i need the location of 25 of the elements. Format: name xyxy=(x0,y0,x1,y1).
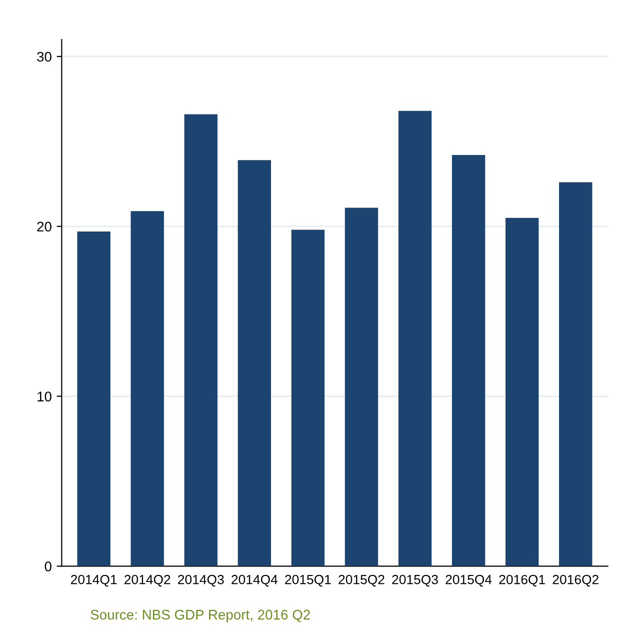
x-tick-label: 2015Q2 xyxy=(338,574,384,587)
x-tick-label: 2015Q1 xyxy=(285,574,331,587)
x-tick-label: 2014Q2 xyxy=(124,574,170,587)
y-tick-label: 30 xyxy=(37,52,52,62)
bar xyxy=(130,211,164,566)
source-note: Source: NBS GDP Report, 2016 Q2 xyxy=(90,610,310,622)
x-tick-label: 2015Q3 xyxy=(392,574,438,587)
bar xyxy=(559,182,592,566)
x-tick-label: 2014Q3 xyxy=(178,574,224,587)
x-tick-label: 2014Q1 xyxy=(71,574,117,587)
bar xyxy=(505,218,539,566)
bar xyxy=(344,208,378,566)
bar xyxy=(452,155,486,566)
bar xyxy=(398,110,432,566)
bar xyxy=(291,230,325,566)
x-tick-label: 2016Q1 xyxy=(499,574,545,587)
x-tick-label: 2015Q4 xyxy=(446,574,492,587)
y-tick-label: 20 xyxy=(37,222,52,232)
bar xyxy=(238,160,272,566)
x-tick-label: 2014Q4 xyxy=(232,574,278,587)
x-tick-label: 2016Q2 xyxy=(552,574,598,587)
y-tick-label: 10 xyxy=(38,392,52,402)
bar xyxy=(184,114,218,566)
y-tick-label: 0 xyxy=(44,562,52,572)
bar xyxy=(77,231,110,566)
